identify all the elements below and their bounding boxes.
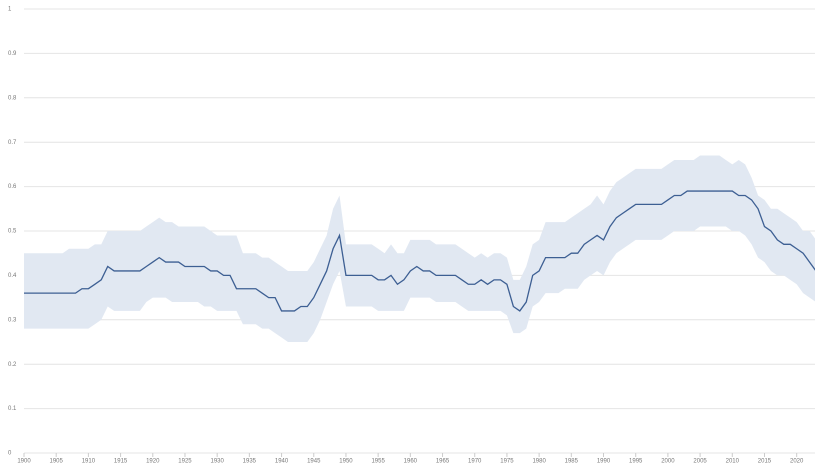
x-tick-label: 1990: [597, 459, 611, 464]
x-tick-label: 1900: [17, 459, 31, 464]
y-tick-label: 0.5: [8, 229, 17, 235]
y-tick-label: 0: [8, 451, 12, 457]
x-tick-label: 1975: [500, 459, 514, 464]
x-tick-label: 1930: [210, 459, 224, 464]
x-tick-label: 2010: [726, 459, 740, 464]
x-tick-label: 1905: [50, 459, 64, 464]
x-tick-label: 1970: [468, 459, 482, 464]
x-tick-label: 1915: [114, 459, 128, 464]
x-tick-label: 2000: [661, 459, 675, 464]
y-tick-label: 0.3: [8, 317, 17, 323]
x-tick-label: 1920: [146, 459, 160, 464]
x-tick-label: 2015: [758, 459, 772, 464]
y-tick-label: 0.9: [8, 51, 17, 57]
y-tick-label: 0.4: [8, 273, 17, 279]
y-tick-label: 0.2: [8, 362, 17, 368]
x-tick-label: 1985: [565, 459, 579, 464]
line: [24, 190, 815, 312]
x-tick-label: 1935: [243, 459, 257, 464]
y-tick-label: 0.7: [8, 140, 17, 146]
confidence-band: [24, 155, 815, 342]
x-tick-label: 1950: [339, 459, 353, 464]
x-tick-label: 1955: [371, 459, 385, 464]
y-tick-label: 1: [8, 7, 12, 13]
x-tick-label: 1945: [307, 459, 321, 464]
y-tick-label: 0.1: [8, 406, 17, 412]
x-tick-label: 2020: [790, 459, 804, 464]
x-tick-label: 1995: [629, 459, 643, 464]
x-tick-label: 1980: [532, 459, 546, 464]
y-tick-label: 0.8: [8, 95, 17, 101]
x-tick-label: 2005: [693, 459, 707, 464]
x-tick-label: 1965: [436, 459, 450, 464]
y-tick-label: 0.6: [8, 184, 17, 190]
x-tick-label: 1910: [82, 459, 96, 464]
x-tick-label: 1925: [178, 459, 192, 464]
x-tick-label: 1960: [404, 459, 418, 464]
x-tick-label: 1940: [275, 459, 289, 464]
